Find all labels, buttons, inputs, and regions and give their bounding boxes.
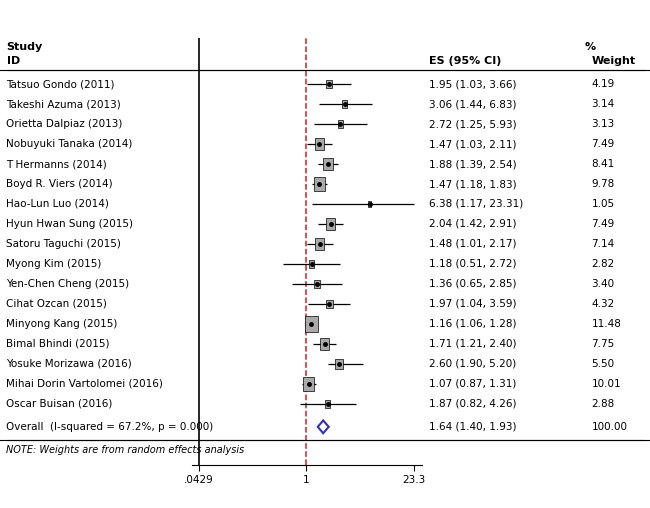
- Text: 1.05: 1.05: [592, 199, 615, 209]
- Text: Tatsuo Gondo (2011): Tatsuo Gondo (2011): [6, 79, 115, 89]
- Bar: [315, 138, 324, 150]
- Text: Mihai Dorin Vartolomei (2016): Mihai Dorin Vartolomei (2016): [6, 379, 163, 389]
- Text: 7.75: 7.75: [592, 339, 615, 349]
- Text: Weight: Weight: [592, 56, 636, 66]
- Bar: [303, 377, 314, 391]
- Text: Yosuke Morizawa (2016): Yosuke Morizawa (2016): [6, 359, 132, 369]
- Text: ES (95% CI): ES (95% CI): [429, 56, 501, 66]
- Text: T Hermanns (2014): T Hermanns (2014): [6, 159, 107, 169]
- Text: 1.36 (0.65, 2.85): 1.36 (0.65, 2.85): [429, 279, 517, 289]
- Bar: [326, 218, 335, 230]
- Text: Overall  (I-squared = 67.2%, p = 0.000): Overall (I-squared = 67.2%, p = 0.000): [6, 422, 214, 432]
- Text: Hao-Lun Luo (2014): Hao-Lun Luo (2014): [6, 199, 109, 209]
- Text: Myong Kim (2015): Myong Kim (2015): [6, 259, 102, 269]
- Text: Yen-Chen Cheng (2015): Yen-Chen Cheng (2015): [6, 279, 129, 289]
- Text: 2.72 (1.25, 5.93): 2.72 (1.25, 5.93): [429, 119, 517, 129]
- Bar: [309, 260, 315, 268]
- Text: 1.48 (1.01, 2.17): 1.48 (1.01, 2.17): [429, 239, 517, 249]
- Bar: [314, 280, 320, 288]
- Polygon shape: [318, 421, 329, 433]
- Text: 100.00: 100.00: [592, 422, 627, 432]
- Text: 4.32: 4.32: [592, 299, 615, 309]
- Text: Boyd R. Viers (2014): Boyd R. Viers (2014): [6, 179, 113, 189]
- Bar: [314, 177, 325, 191]
- Text: 11.48: 11.48: [592, 319, 621, 329]
- Text: 7.14: 7.14: [592, 239, 615, 249]
- Text: %: %: [585, 42, 596, 52]
- Text: Takeshi Azuma (2013): Takeshi Azuma (2013): [6, 99, 122, 109]
- Bar: [326, 300, 333, 308]
- Text: 1.47 (1.18, 1.83): 1.47 (1.18, 1.83): [429, 179, 517, 189]
- Text: 10.01: 10.01: [592, 379, 621, 389]
- Text: 5.50: 5.50: [592, 359, 615, 369]
- Bar: [326, 80, 332, 88]
- Text: Study: Study: [6, 42, 43, 52]
- Text: 3.06 (1.44, 6.83): 3.06 (1.44, 6.83): [429, 99, 517, 109]
- Text: Satoru Taguchi (2015): Satoru Taguchi (2015): [6, 239, 122, 249]
- Text: 7.49: 7.49: [592, 219, 615, 229]
- Text: Minyong Kang (2015): Minyong Kang (2015): [6, 319, 118, 329]
- Bar: [315, 238, 324, 249]
- Text: 1.97 (1.04, 3.59): 1.97 (1.04, 3.59): [429, 299, 517, 309]
- Text: Oscar Buisan (2016): Oscar Buisan (2016): [6, 399, 113, 409]
- Bar: [342, 100, 347, 108]
- Bar: [306, 316, 317, 332]
- Text: 7.49: 7.49: [592, 139, 615, 149]
- Text: 1.07 (0.87, 1.31): 1.07 (0.87, 1.31): [429, 379, 516, 389]
- Text: 2.88: 2.88: [592, 399, 615, 409]
- Text: Bimal Bhindi (2015): Bimal Bhindi (2015): [6, 339, 110, 349]
- Bar: [320, 338, 329, 350]
- Text: Nobuyuki Tanaka (2014): Nobuyuki Tanaka (2014): [6, 139, 133, 149]
- Text: ID: ID: [6, 56, 20, 66]
- Bar: [368, 201, 371, 207]
- Text: 1.16 (1.06, 1.28): 1.16 (1.06, 1.28): [429, 319, 517, 329]
- Bar: [325, 400, 330, 407]
- Text: 1.18 (0.51, 2.72): 1.18 (0.51, 2.72): [429, 259, 517, 269]
- Text: 2.60 (1.90, 5.20): 2.60 (1.90, 5.20): [429, 359, 516, 369]
- Text: 4.19: 4.19: [592, 79, 615, 89]
- Text: 3.40: 3.40: [592, 279, 615, 289]
- Text: 1.47 (1.03, 2.11): 1.47 (1.03, 2.11): [429, 139, 517, 149]
- Text: 2.82: 2.82: [592, 259, 615, 269]
- Text: 2.04 (1.42, 2.91): 2.04 (1.42, 2.91): [429, 219, 517, 229]
- Text: 1.88 (1.39, 2.54): 1.88 (1.39, 2.54): [429, 159, 517, 169]
- Bar: [323, 158, 333, 170]
- Text: 1.87 (0.82, 4.26): 1.87 (0.82, 4.26): [429, 399, 517, 409]
- Text: 3.13: 3.13: [592, 119, 615, 129]
- Text: 8.41: 8.41: [592, 159, 615, 169]
- Text: 3.14: 3.14: [592, 99, 615, 109]
- Text: 1.64 (1.40, 1.93): 1.64 (1.40, 1.93): [429, 422, 517, 432]
- Text: 1.95 (1.03, 3.66): 1.95 (1.03, 3.66): [429, 79, 517, 89]
- Bar: [338, 120, 343, 128]
- Text: NOTE: Weights are from random effects analysis: NOTE: Weights are from random effects an…: [6, 445, 245, 455]
- Text: 1.71 (1.21, 2.40): 1.71 (1.21, 2.40): [429, 339, 517, 349]
- Bar: [335, 359, 343, 369]
- Text: Hyun Hwan Sung (2015): Hyun Hwan Sung (2015): [6, 219, 133, 229]
- Text: Orietta Dalpiaz (2013): Orietta Dalpiaz (2013): [6, 119, 123, 129]
- Text: Cihat Ozcan (2015): Cihat Ozcan (2015): [6, 299, 107, 309]
- Text: 6.38 (1.17, 23.31): 6.38 (1.17, 23.31): [429, 199, 523, 209]
- Text: 9.78: 9.78: [592, 179, 615, 189]
